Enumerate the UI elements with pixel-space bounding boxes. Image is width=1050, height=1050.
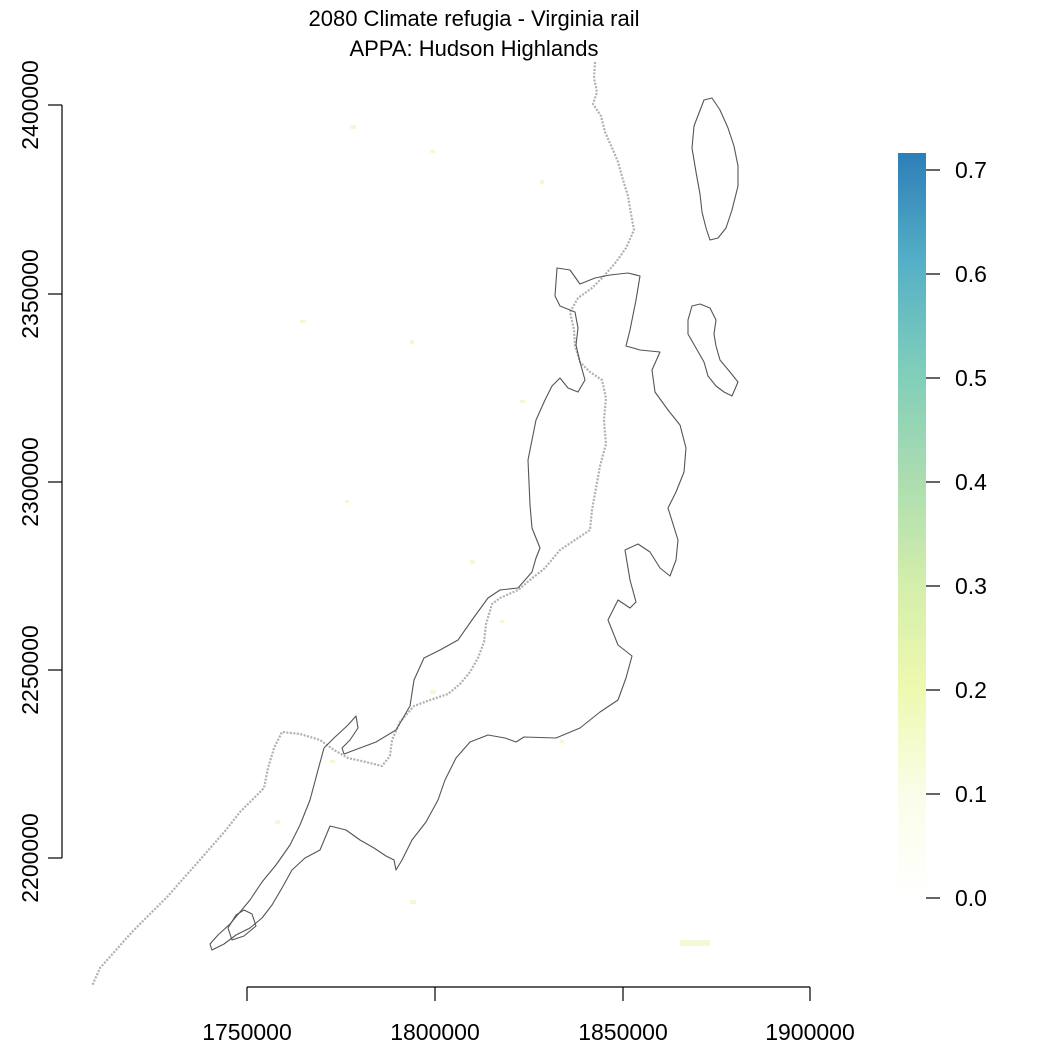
legend-label: 0.5	[955, 365, 987, 391]
park-unit-west-fragment	[227, 909, 257, 941]
map-title: 2080 Climate refugia - Virginia rail	[309, 6, 640, 31]
y-tick-label: 2250000	[17, 625, 43, 715]
x-tick-label: 1850000	[578, 1019, 668, 1045]
park-boundaries	[209, 97, 739, 951]
park-unit-main-boundary	[209, 267, 687, 951]
legend-label: 0.6	[955, 261, 987, 287]
legend-colorbar: 0.0 0.1 0.2 0.3 0.4 0.5 0.6 0.7	[898, 153, 987, 911]
legend-gradient-bar	[898, 153, 926, 898]
legend-label: 0.3	[955, 573, 987, 599]
x-tick-label: 1800000	[390, 1019, 480, 1045]
y-tick-label: 2350000	[17, 249, 43, 339]
map-subtitle: APPA: Hudson Highlands	[349, 36, 598, 61]
raster-speckle	[275, 125, 710, 946]
x-axis: 1750000 1800000 1850000 1900000	[202, 986, 855, 1045]
park-unit-east-fragment	[687, 303, 739, 397]
legend-label: 0.2	[955, 677, 987, 703]
legend-label: 0.0	[955, 885, 987, 911]
x-tick-label: 1900000	[765, 1019, 855, 1045]
y-axis: 2200000 2250000 2300000 2350000 2400000	[17, 60, 63, 903]
legend-ticks	[926, 169, 940, 899]
legend-label: 0.7	[955, 157, 987, 183]
appalachian-trail-line	[90, 61, 636, 987]
y-tick-label: 2200000	[17, 813, 43, 903]
x-tick-label: 1750000	[202, 1019, 292, 1045]
y-tick-label: 2400000	[17, 60, 43, 150]
y-tick-label: 2300000	[17, 437, 43, 527]
legend-label: 0.1	[955, 781, 987, 807]
legend-label: 0.4	[955, 469, 987, 495]
park-unit-northeast-island	[691, 97, 739, 241]
